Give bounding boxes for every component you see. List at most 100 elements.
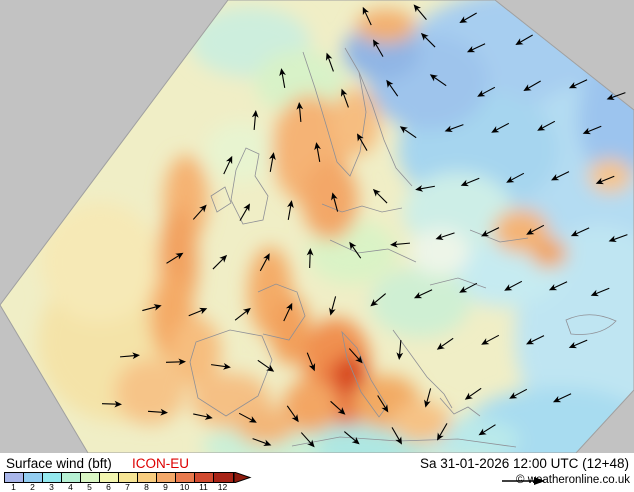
wind-arrow-icon [330,400,346,415]
wind-arrow-icon [466,43,486,53]
scale-segment [43,473,62,482]
wind-map-canvas [0,0,634,454]
border-path [469,229,529,243]
border-path [358,71,413,187]
wind-arrow-icon [396,339,404,360]
wind-arrow-icon [568,339,588,349]
wind-arrow-icon [478,424,496,436]
scale-segment [176,473,195,482]
wind-arrow-icon [506,172,525,183]
scale-tick-label: 9 [163,482,168,492]
border-path [210,186,232,213]
border-path [392,329,453,409]
legend-footer: Surface wind (bft) ICON-EU Sa 31-01-2026… [0,453,634,492]
product-title: Surface wind (bft) [6,456,112,471]
border-path [189,329,273,417]
wind-arrow-icon [459,12,477,23]
scale-segment [5,473,24,482]
wind-arrow-icon [590,287,610,297]
wind-arrow-icon [606,92,626,101]
border-path [429,277,487,289]
scale-segment [157,473,176,482]
wind-arrow-icon [595,175,615,185]
wind-arrow-icon [166,252,184,264]
wind-arrow-icon [142,304,162,312]
wind-arrow-icon [460,177,480,187]
wind-arrow-icon [251,110,259,131]
wind-arrow-icon [188,307,208,317]
wind-arrow-icon [444,124,464,133]
scale-tick-label: 8 [144,482,149,492]
wind-arrow-icon [386,79,399,97]
wind-arrow-icon [481,227,500,237]
wind-arrow-icon [608,234,628,243]
border-path [230,147,269,225]
wind-arrow-icon [413,4,427,21]
scale-tick-label: 5 [87,482,92,492]
wind-arrow-icon [509,388,528,399]
wind-arrow-icon [223,155,233,175]
wind-arrow-icon [279,68,286,88]
wind-arrow-icon [429,74,447,87]
wind-arrow-icon [413,289,433,299]
wind-arrow-icon [212,254,228,270]
scale-segment [24,473,43,482]
wind-arrow-icon [526,224,545,235]
wind-arrow-icon [436,337,454,350]
wind-arrow-icon [481,334,500,345]
border-path [302,47,367,177]
wind-arrow-icon [491,122,510,133]
wind-arrow-icon [343,431,360,445]
wind-arrow-icon [357,133,368,151]
wind-arrow-icon [252,438,272,447]
wind-arrow-icon [314,142,321,162]
wind-arrow-icon [300,432,315,448]
scale-segment [81,473,100,482]
wind-arrow-icon [551,171,570,181]
scale-tick-label: 7 [125,482,130,492]
wind-arrow-icon [391,427,402,445]
scale-tick-label: 11 [199,482,208,492]
wind-arrow-icon [119,352,140,360]
wind-arrow-icon [325,52,334,72]
wind-arrow-icon [464,387,482,400]
wind-arrow-icon [101,400,122,408]
wind-arrow-icon [373,39,384,57]
scale-tick-label: 4 [68,482,73,492]
wind-arrow-icon [526,335,545,345]
projection-edge [0,0,634,454]
wind-arrow-icon [459,282,478,293]
border-path [329,239,417,263]
wind-arrow-icon [399,126,417,139]
wind-map [0,0,634,454]
border-path [321,203,403,213]
scale-tick-label: 12 [217,482,228,492]
wind-arrow-icon [504,280,523,291]
wind-arrow-icon [515,34,533,45]
wind-arrow-icon [259,253,270,272]
scale-segment [119,473,138,482]
color-scale-segments [4,472,234,483]
wind-arrow-icon [377,395,389,413]
wind-arrow-icon [147,408,168,416]
wind-arrows-layer [101,4,628,448]
wind-arrow-icon [239,203,250,221]
border-path [257,283,306,341]
wind-arrow-icon [340,88,349,108]
scale-tick-label: 3 [49,482,54,492]
color-scale-ticks: 1 2 3 4 5 6 7 8 9 10 11 12 [4,483,234,492]
wind-arrow-legend-icon [502,477,545,485]
wind-arrow-icon [286,405,299,423]
wind-arrow-icon [548,281,568,291]
wind-arrow-icon [390,240,411,248]
scale-segment [195,473,214,482]
border-path [565,314,617,335]
wind-arrow-icon [234,307,251,321]
wind-arrow-icon [269,152,276,172]
wind-arrow-icon [424,388,432,408]
valid-datetime: Sa 31-01-2026 12:00 UTC (12+48) [419,456,629,471]
beaufort-color-scale: 1 2 3 4 5 6 7 8 9 10 11 12 [4,472,304,492]
wind-arrow-icon [372,188,388,204]
wind-arrow-icon [537,120,556,131]
